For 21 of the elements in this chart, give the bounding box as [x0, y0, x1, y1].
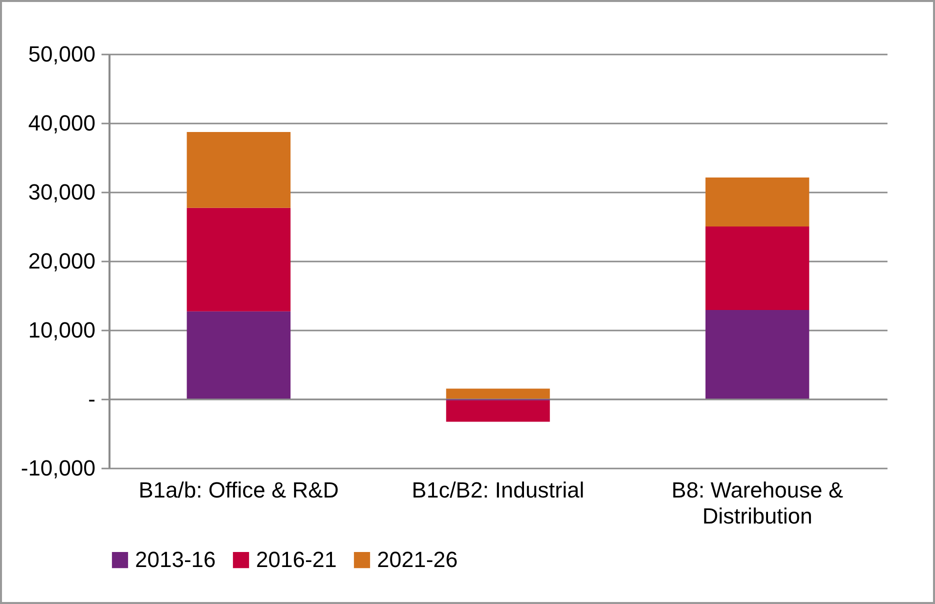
- bar: [446, 400, 550, 422]
- legend-label: 2016-21: [256, 547, 337, 572]
- bar: [705, 178, 810, 226]
- y-tick-label: 40,000: [28, 110, 96, 136]
- y-tick-label: -: [88, 386, 96, 412]
- bar: [186, 208, 291, 312]
- y-tick-label: 30,000: [28, 180, 96, 204]
- x-tick-label: B8: Warehouse & Distribution: [672, 478, 844, 528]
- y-tick-label: 10,000: [28, 318, 96, 342]
- bar: [446, 388, 550, 399]
- legend-label: 2021-26: [377, 547, 458, 572]
- bar: [705, 226, 810, 310]
- bar: [186, 132, 291, 208]
- y-tick-label: 50,000: [28, 42, 96, 66]
- legend-label: 2013-16: [135, 547, 216, 572]
- x-tick-label: B1c/B2: Industrial: [412, 478, 584, 502]
- bar: [186, 311, 291, 399]
- bar: [705, 310, 810, 399]
- x-tick-label: B1a/b: Office & R&D: [138, 478, 339, 502]
- y-tick-label: 20,000: [28, 248, 96, 274]
- y-tick-label: -10,000: [20, 456, 96, 480]
